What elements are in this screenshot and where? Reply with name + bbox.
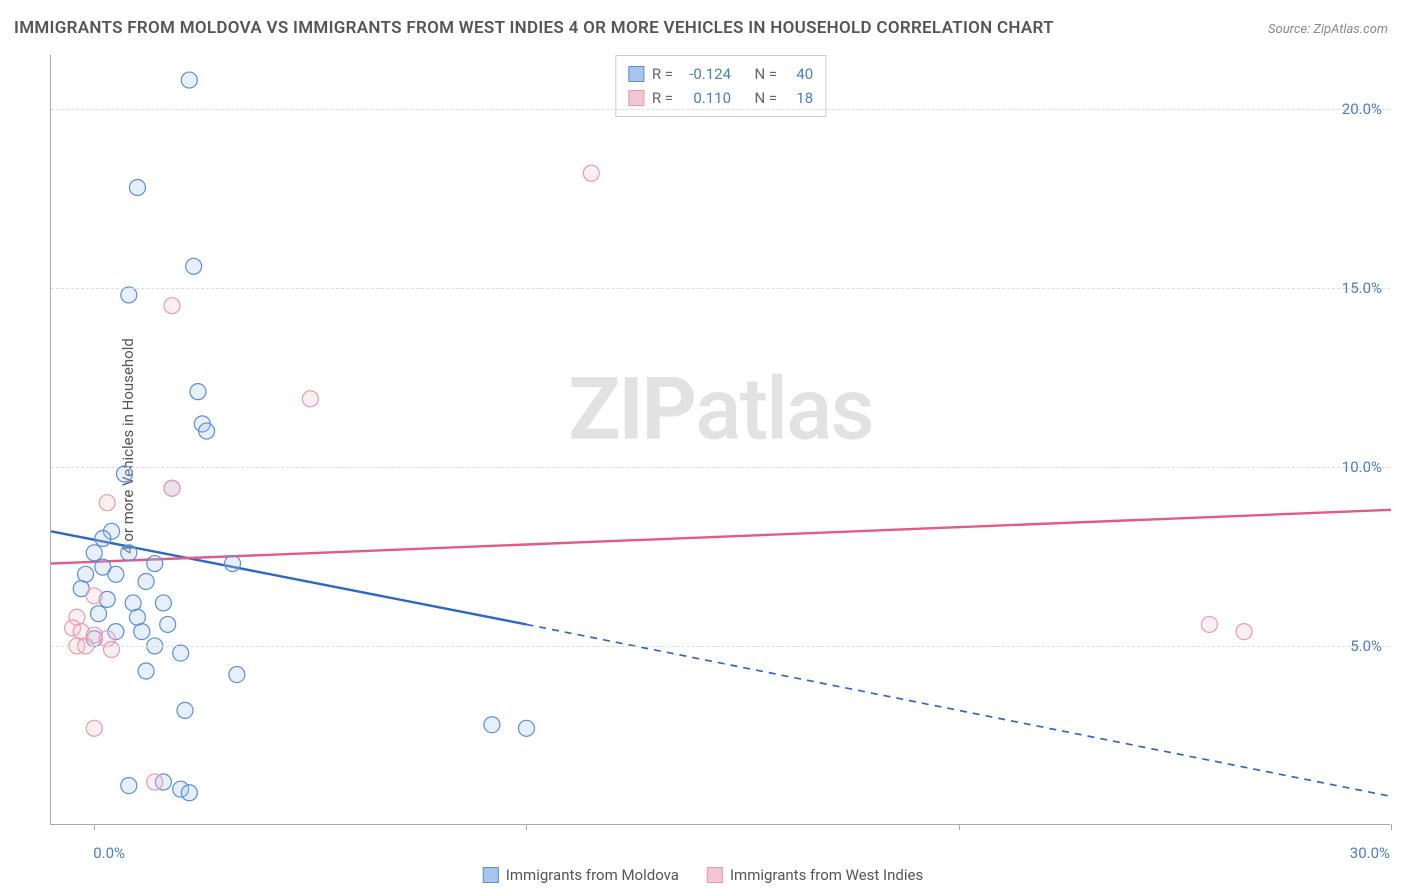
data-point-westindies [164, 298, 180, 314]
correlation-stats-box: R = -0.124 N = 40 R = 0.110 N = 18 [615, 55, 826, 117]
gridline [51, 109, 1390, 110]
data-point-moldova [181, 72, 197, 88]
stats-r-label: R = [652, 86, 673, 110]
data-point-moldova [121, 545, 137, 561]
y-tick-label: 15.0% [1342, 279, 1382, 297]
y-tick-label: 20.0% [1342, 100, 1382, 118]
chart-title: IMMIGRANTS FROM MOLDOVA VS IMMIGRANTS FR… [14, 18, 1054, 38]
data-point-moldova [229, 667, 245, 683]
data-point-moldova [91, 606, 107, 622]
data-point-westindies [86, 588, 102, 604]
stats-n-value: 40 [785, 62, 813, 86]
stats-row-westindies: R = 0.110 N = 18 [628, 86, 813, 110]
data-point-moldova [199, 423, 215, 439]
data-point-moldova [78, 566, 94, 582]
chart-plot-area: ZIPatlas R =-0.124 N =40R =0.110 N =18 5… [50, 55, 1390, 825]
legend-swatch [628, 66, 644, 82]
gridline [51, 288, 1390, 289]
data-point-moldova [129, 180, 145, 196]
data-point-moldova [108, 566, 124, 582]
stats-r-value: 0.110 [681, 86, 731, 110]
legend-label: Immigrants from West Indies [730, 866, 923, 884]
stats-n-label: N = [755, 86, 778, 110]
stats-row-moldova: R = -0.124 N = 40 [628, 62, 813, 86]
data-point-westindies [99, 495, 115, 511]
x-tick-mark [1391, 824, 1392, 830]
x-tick-label: 30.0% [1350, 844, 1390, 862]
data-point-moldova [138, 663, 154, 679]
data-point-moldova [116, 466, 132, 482]
gridline [51, 467, 1390, 468]
data-point-moldova [95, 530, 111, 546]
data-point-moldova [160, 616, 176, 632]
trend-line-westindies [51, 510, 1391, 564]
data-point-westindies [86, 720, 102, 736]
data-point-westindies [104, 642, 120, 658]
data-point-moldova [186, 258, 202, 274]
y-tick-label: 5.0% [1350, 637, 1382, 655]
data-point-westindies [1236, 624, 1252, 640]
bottom-legend: Immigrants from Moldova Immigrants from W… [483, 866, 923, 884]
data-point-moldova [155, 595, 171, 611]
data-point-moldova [177, 702, 193, 718]
data-point-moldova [86, 545, 102, 561]
data-point-westindies [147, 774, 163, 790]
data-point-moldova [173, 645, 189, 661]
data-point-westindies [583, 165, 599, 181]
data-point-moldova [147, 556, 163, 572]
legend-swatch [628, 90, 644, 106]
data-point-westindies [164, 480, 180, 496]
stats-n-label: N = [755, 62, 778, 86]
plot-svg [51, 55, 1390, 824]
data-point-moldova [190, 384, 206, 400]
legend-swatch [483, 867, 499, 883]
x-tick-label: 0.0% [93, 844, 125, 862]
trend-line-dashed-moldova [526, 624, 1391, 796]
gridline [51, 646, 1390, 647]
data-point-moldova [484, 717, 500, 733]
legend-item-moldova: Immigrants from Moldova [483, 866, 679, 884]
legend-swatch [707, 867, 723, 883]
data-point-moldova [138, 573, 154, 589]
legend-label: Immigrants from Moldova [506, 866, 679, 884]
data-point-moldova [181, 785, 197, 801]
data-point-westindies [1201, 616, 1217, 632]
data-point-moldova [518, 720, 534, 736]
data-point-moldova [134, 624, 150, 640]
data-point-westindies [302, 391, 318, 407]
data-point-moldova [225, 556, 241, 572]
data-point-moldova [121, 778, 137, 794]
x-tick-mark [94, 824, 95, 830]
legend-item-westindies: Immigrants from West Indies [707, 866, 923, 884]
stats-n-value: 18 [785, 86, 813, 110]
x-tick-mark [526, 824, 527, 830]
x-tick-mark [959, 824, 960, 830]
stats-r-value: -0.124 [681, 62, 731, 86]
source-label: Source: ZipAtlas.com [1268, 22, 1388, 37]
data-point-moldova [125, 595, 141, 611]
stats-r-label: R = [652, 62, 673, 86]
data-point-moldova [121, 287, 137, 303]
y-tick-label: 10.0% [1342, 458, 1382, 476]
data-point-moldova [129, 609, 145, 625]
